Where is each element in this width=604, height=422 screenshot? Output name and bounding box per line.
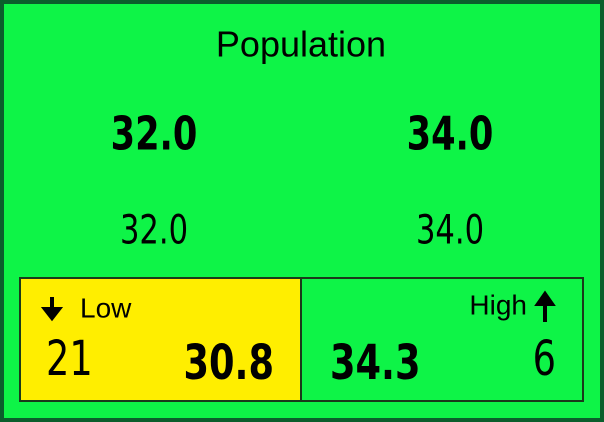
high-count: 6 — [533, 331, 556, 387]
high-label: High — [469, 289, 527, 320]
secondary-value: 34.0 — [416, 207, 484, 253]
up-arrow — [534, 290, 556, 322]
low-count: 21 — [46, 331, 93, 387]
low-value: 30.8 — [183, 335, 274, 391]
low-box — [19, 277, 302, 402]
secondary-value: 32.0 — [120, 207, 188, 253]
low-label: Low — [80, 292, 132, 323]
title: Population — [216, 24, 386, 65]
high-box — [300, 277, 584, 402]
high-value: 34.3 — [330, 335, 421, 391]
primary-value: 32.0 — [111, 107, 198, 161]
down-arrow — [40, 297, 64, 322]
primary-value: 34.0 — [407, 107, 494, 161]
